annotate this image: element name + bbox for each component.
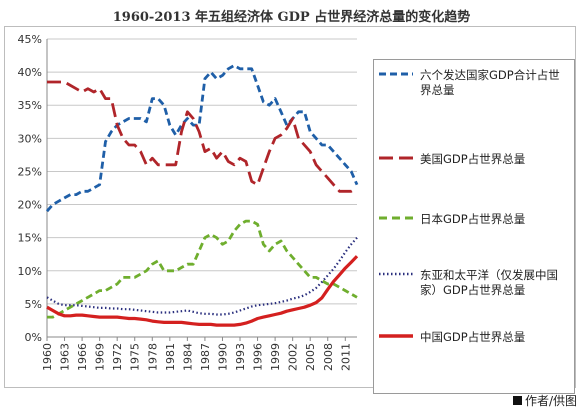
legend-label-developed-six: 六个发达国家GDP合计占世界总量	[420, 68, 560, 97]
y-tick-label: 5%	[25, 298, 42, 311]
legend-swatch-east-asia	[379, 272, 413, 276]
y-tick-label: 0%	[25, 331, 42, 344]
series-line-2	[47, 219, 358, 319]
y-tick-label: 30%	[18, 132, 42, 145]
x-tick-label: 1975	[129, 343, 142, 371]
x-tick-label: 2005	[304, 343, 317, 371]
legend-item-east-asia: 东亚和太平洋（仅发展中国家）GDP占世界总量	[378, 268, 570, 298]
credit: 作者/供图	[512, 392, 577, 409]
legend-swatch-developed-six	[379, 72, 413, 76]
legend-swatch-japan	[379, 216, 413, 220]
series-line-4	[46, 255, 359, 327]
legend-item-china: 中国GDP占世界总量	[378, 330, 570, 345]
x-tick-label: 1981	[164, 343, 177, 371]
y-tick-label: 15%	[18, 232, 42, 245]
legend-item-japan: 日本GDP占世界总量	[378, 212, 570, 227]
legend-item-usa: 美国GDP占世界总量	[378, 152, 570, 167]
x-tick-label: 1972	[111, 343, 124, 371]
x-tick-label: 1993	[234, 343, 247, 371]
legend: 六个发达国家GDP合计占世界总量 美国GDP占世界总量 日本GDP占世界总量 东…	[373, 59, 575, 394]
x-tick-label: 1996	[252, 343, 265, 371]
x-tick-label: 1984	[181, 343, 194, 371]
x-tick-label: 2011	[339, 343, 352, 371]
x-tick-label: 2002	[287, 343, 300, 371]
chart-frame: 0% 5% 10% 15% 20% 25% 30% 35% 40% 45% 1960 1963 1966…	[4, 26, 576, 394]
legend-swatch-china	[379, 334, 413, 338]
x-tick-label: 1969	[94, 343, 107, 371]
x-tick-label: 1999	[269, 343, 282, 371]
y-tick-label: 10%	[18, 265, 42, 278]
series-line-1	[47, 80, 358, 193]
series-line-0	[45, 64, 359, 213]
legend-label-usa: 美国GDP占世界总量	[420, 152, 526, 166]
y-tick-label: 40%	[18, 66, 42, 79]
x-tick-label: 1963	[59, 343, 72, 371]
x-tick-label: 1960	[41, 343, 54, 371]
y-tick-label: 45%	[18, 33, 42, 46]
legend-label-japan: 日本GDP占世界总量	[420, 212, 526, 226]
credit-square-icon	[512, 396, 522, 405]
x-tick-label: 1966	[76, 343, 89, 371]
legend-swatch-usa	[379, 156, 413, 160]
x-tick-label: 2008	[322, 343, 335, 371]
x-tick-label: 1987	[199, 343, 212, 371]
y-tick-label: 25%	[18, 165, 42, 178]
legend-label-east-asia: 东亚和太平洋（仅发展中国家）GDP占世界总量	[420, 268, 558, 297]
credit-text: 作者/供图	[524, 394, 577, 408]
x-tick-label: 1978	[146, 343, 159, 371]
line-chart: 0% 5% 10% 15% 20% 25% 30% 35% 40% 45% 1960 1963 1966…	[18, 33, 359, 371]
legend-item-developed-six: 六个发达国家GDP合计占世界总量	[378, 68, 570, 98]
legend-label-china: 中国GDP占世界总量	[420, 330, 526, 344]
series-line-3	[46, 236, 358, 316]
y-tick-label: 20%	[18, 199, 42, 212]
y-tick-label: 35%	[18, 99, 42, 112]
chart-title: 1960-2013 年五组经济体 GDP 占世界经济总量的变化趋势	[112, 10, 471, 25]
x-tick-label: 1990	[216, 343, 229, 371]
